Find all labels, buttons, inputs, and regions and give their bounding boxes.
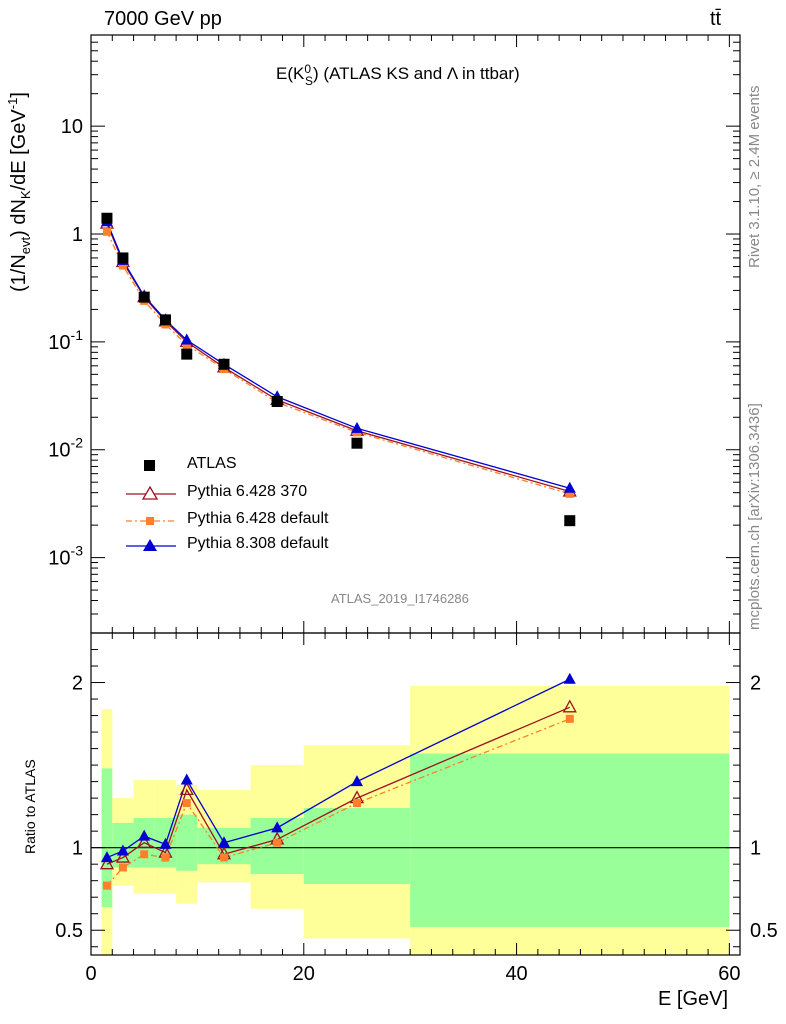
ratio-data-point	[352, 799, 361, 808]
ratio-data-point	[118, 863, 127, 872]
title-prefix: E(K	[276, 64, 305, 83]
ratio-data-point	[180, 773, 193, 785]
ratio-frame	[90, 632, 741, 956]
ylabel-part: ) dN	[8, 199, 30, 237]
ratio-ytick-label: 1	[72, 838, 83, 860]
ratio-ytick-label: 2	[72, 673, 83, 695]
title-sub: S	[305, 74, 314, 88]
main-data-point	[117, 252, 129, 264]
ratio-data-point	[179, 782, 194, 796]
legend-label: ATLAS	[187, 455, 237, 472]
ratio-data-point	[99, 856, 115, 870]
ratio-data-point	[271, 821, 284, 833]
ratio-ytick-label: 2	[750, 673, 761, 695]
ratio-xtick-label: 20	[293, 963, 315, 985]
ratio-ylabel: Ratio to ATLAS	[22, 759, 38, 854]
title-sup: 0	[304, 62, 312, 76]
legend-label: Pythia 8.308 default	[187, 535, 329, 552]
ratio-data-point	[563, 672, 576, 684]
ratio-xtick-label: 40	[505, 963, 527, 985]
ratio-data-point	[102, 881, 111, 890]
ylabel-sub: evt	[18, 236, 33, 255]
ratio-data-point	[137, 834, 152, 848]
ylabel-part: /dE [GeV	[8, 109, 30, 191]
main-data-point	[159, 314, 171, 326]
ratio-xtick-label: 0	[85, 963, 96, 985]
main-ytick-label: 10-2	[48, 435, 83, 462]
ylabel-part: (1/N	[8, 254, 30, 292]
main-data-point	[181, 348, 193, 360]
main-data-point	[118, 261, 127, 270]
legend-marker-atlas	[144, 460, 155, 471]
main-data-point	[564, 515, 576, 527]
main-ylabel: (1/Nevt) dNK/dE [GeV-1]	[5, 92, 33, 292]
ratio-band-inner	[303, 808, 411, 884]
main-series-line	[106, 231, 570, 495]
ratio-data-point	[219, 853, 228, 862]
ratio-data-point	[217, 836, 230, 848]
legend-marker-pythia8-default	[126, 539, 176, 551]
ratio-data-point	[161, 853, 170, 862]
legend-item-pythia6-default: Pythia 6.428 default	[120, 510, 380, 532]
legend-item-pythia6-370: Pythia 6.428 370	[120, 483, 380, 505]
main-data-point	[182, 340, 191, 349]
main-data-point	[563, 481, 576, 493]
plot-title: E(K0S) (ATLAS KS and Λ in ttbar)	[276, 62, 520, 88]
ratio-band-inner	[176, 814, 198, 871]
main-ytick-label: 10-3	[48, 543, 83, 570]
main-data-point	[351, 437, 363, 449]
ylabel-sub: K	[18, 190, 33, 200]
main-ytick-label: 10-1	[48, 327, 83, 354]
legend-item-pythia8-default: Pythia 8.308 default	[120, 535, 380, 557]
main-data-point	[271, 396, 283, 408]
energy-label: 7000 GeV pp	[104, 8, 222, 30]
main-ytick-label: 1	[72, 224, 83, 246]
ratio-ytick-label: 0.5	[55, 920, 83, 942]
ratio-data-point	[116, 844, 129, 856]
main-series-line	[106, 221, 570, 489]
main-data-point	[218, 358, 230, 370]
ratio-ytick-label: 1	[750, 838, 761, 860]
main-series-line	[106, 223, 570, 493]
ratio-data-point	[115, 849, 131, 863]
ratio-data-point	[159, 837, 172, 849]
process-label: tt̄	[710, 8, 722, 30]
ratio-band-inner	[101, 768, 113, 908]
main-data-point	[138, 291, 150, 303]
legend-label: Pythia 6.428 default	[187, 510, 329, 527]
ratio-data-point	[182, 799, 191, 808]
xlabel: E [GeV]	[658, 988, 729, 1010]
ratio-data-point	[100, 851, 113, 863]
legend-marker-pythia6-default	[126, 517, 176, 525]
ratio-data-point	[565, 714, 574, 723]
main-data-point	[180, 333, 193, 345]
legend-marker-pythia6-370	[126, 485, 176, 500]
ratio-data-point	[273, 838, 282, 847]
ratio-data-point	[350, 775, 363, 787]
title-suffix: ) (ATLAS KS and Λ in ttbar)	[313, 64, 520, 83]
main-data-point	[102, 227, 111, 236]
rivet-label: Rivet 3.1.10, ≥ 2.4M events	[746, 85, 763, 269]
ylabel-sup: -1	[5, 97, 20, 110]
ratio-series-line	[106, 706, 571, 865]
ratio-xtick-label: 60	[718, 963, 740, 985]
ratio-ytick-label: 0.5	[750, 920, 778, 942]
main-data-point	[350, 421, 363, 433]
ratio-data-point	[138, 829, 151, 841]
analysis-label: ATLAS_2019_I1746286	[331, 591, 469, 606]
main-ytick-label: 10	[61, 116, 83, 138]
ylabel-part: ]	[8, 92, 30, 98]
ratio-data-point	[140, 850, 149, 859]
legend-label: Pythia 6.428 370	[187, 483, 308, 500]
ratio-band-inner	[410, 753, 730, 927]
main-data-point	[565, 489, 574, 498]
main-data-point	[101, 212, 113, 224]
mcplots-label: mcplots.cern.ch [arXiv:1306.3436]	[746, 403, 763, 630]
ratio-data-point	[562, 699, 577, 713]
legend-item-atlas: ATLAS	[120, 455, 380, 477]
